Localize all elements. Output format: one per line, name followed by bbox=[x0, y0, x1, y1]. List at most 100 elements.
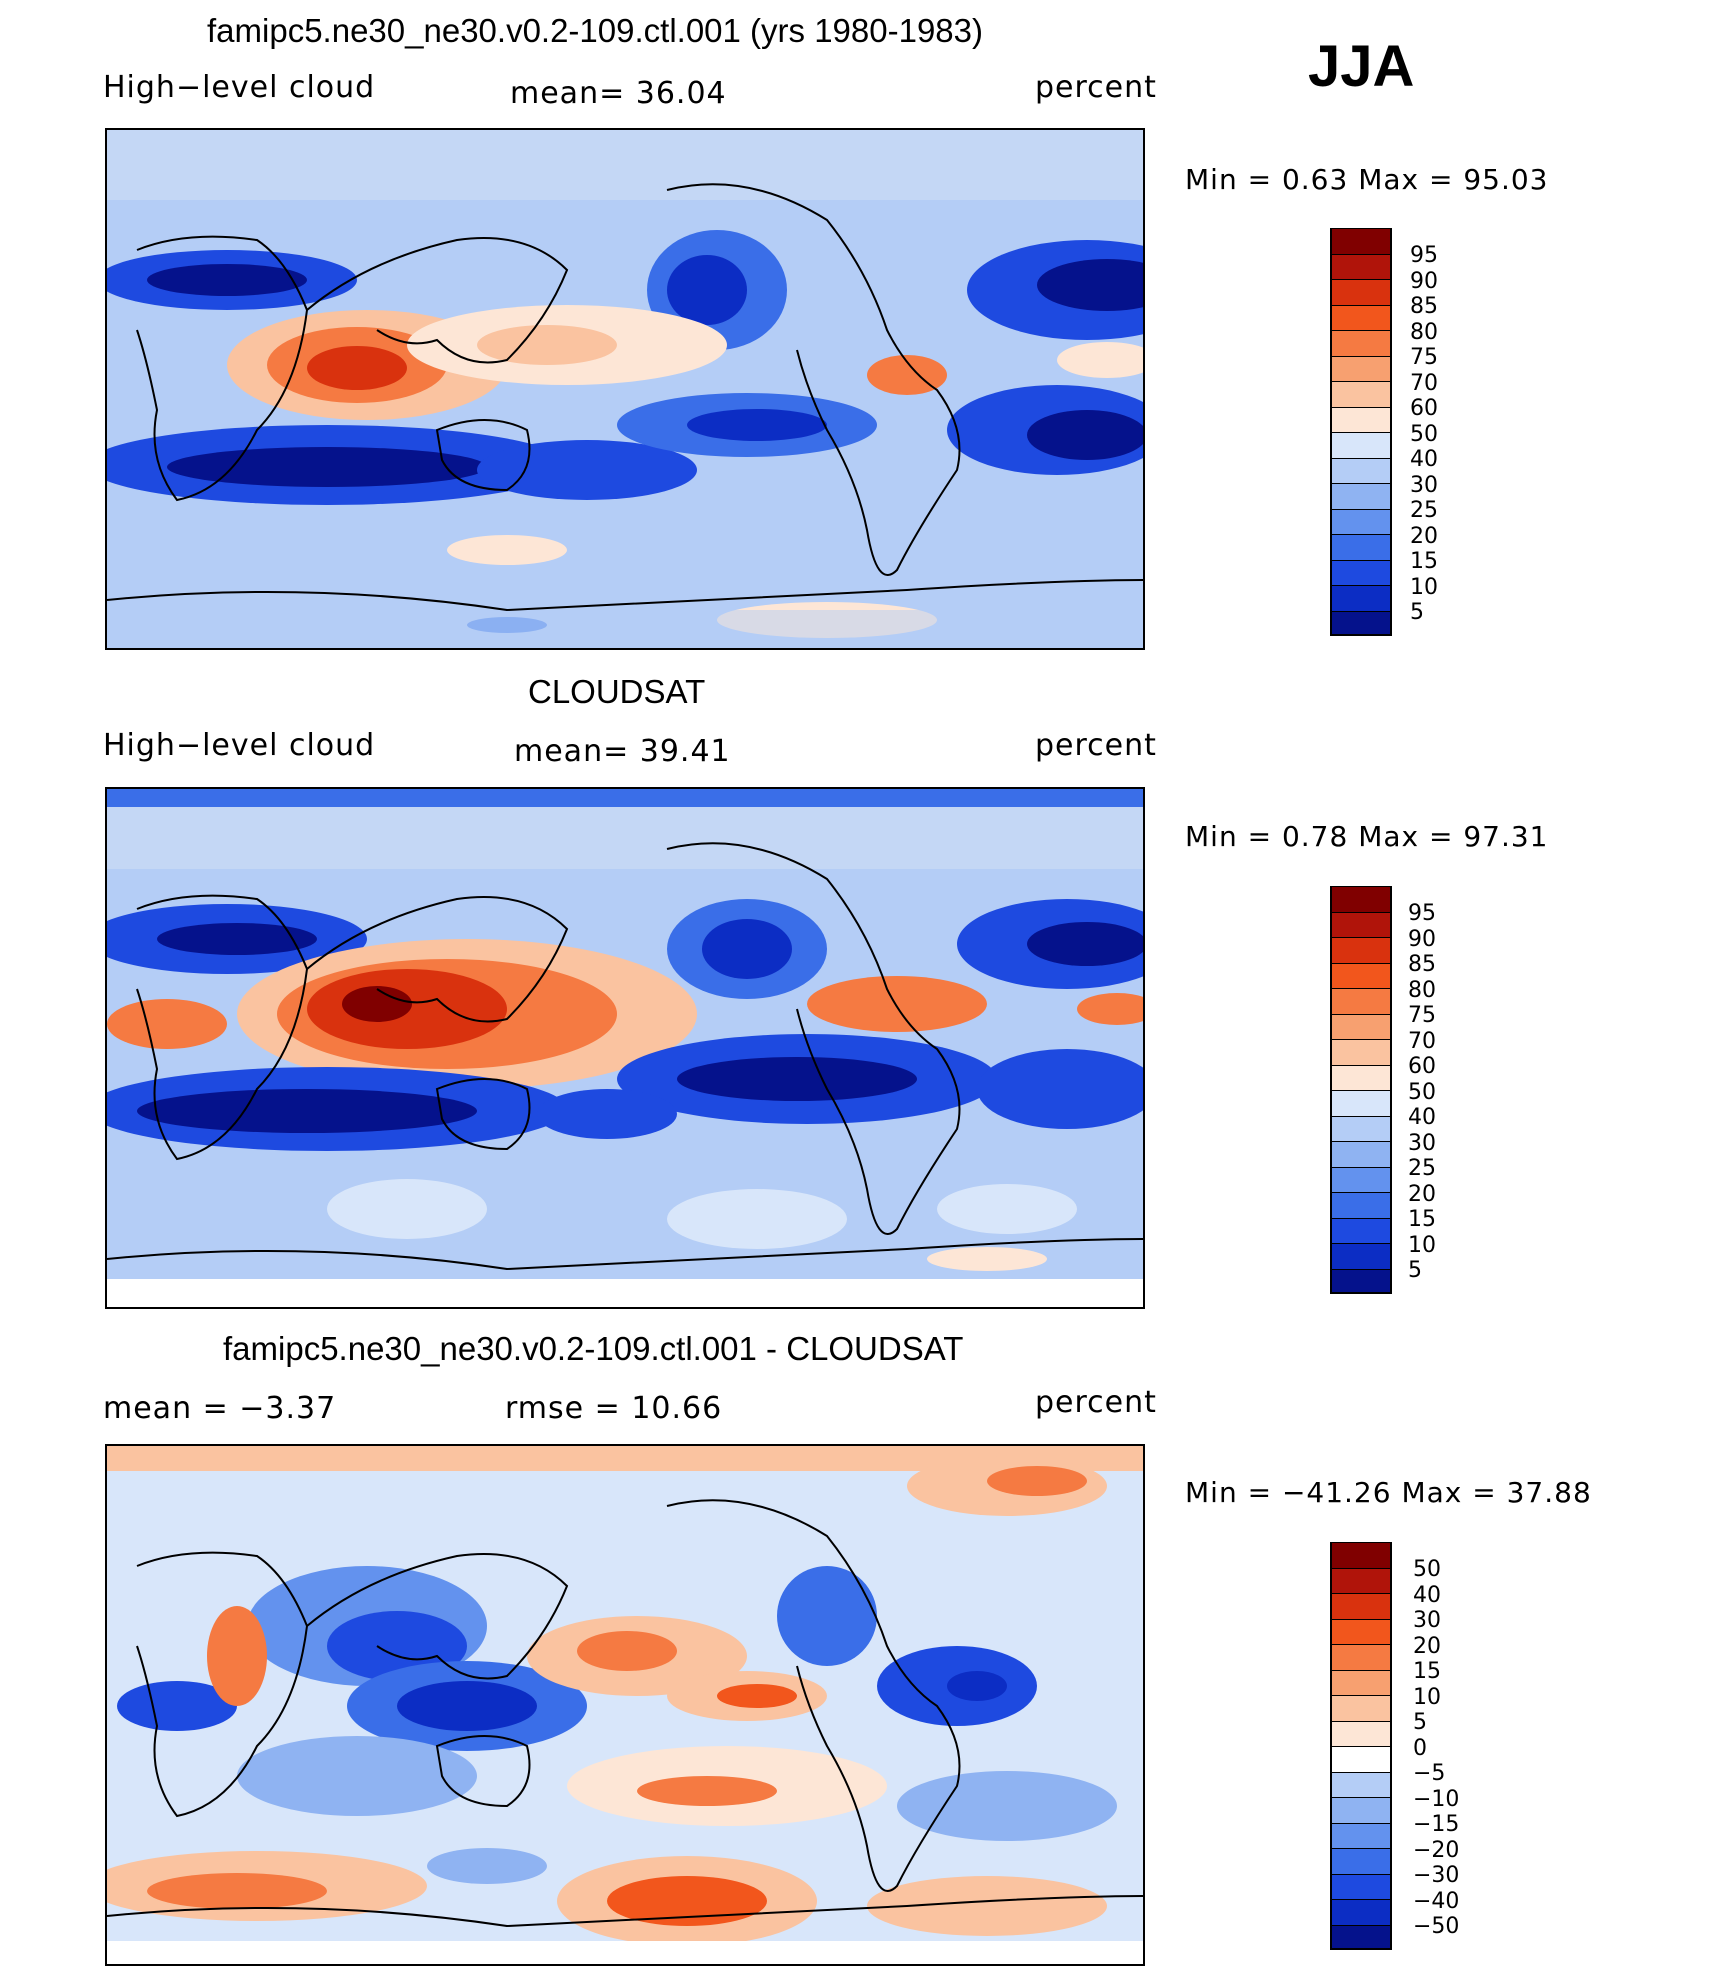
colorbar-swatch bbox=[1330, 1593, 1392, 1619]
colorbar-swatch bbox=[1330, 432, 1392, 458]
colorbar-tick-label: 40 bbox=[1408, 1105, 1436, 1130]
colorbar-swatch bbox=[1330, 559, 1392, 585]
colorbar-swatch bbox=[1330, 1873, 1392, 1899]
colorbar-swatch bbox=[1330, 1746, 1392, 1772]
colorbar-tick-label: 25 bbox=[1408, 1156, 1436, 1181]
colorbar-tick-label: 75 bbox=[1410, 345, 1438, 370]
panel3-minmax: Min = −41.26 Max = 37.88 bbox=[1185, 1476, 1592, 1509]
colorbar-tick-label: 10 bbox=[1413, 1684, 1441, 1710]
colorbar-tick-label: 20 bbox=[1408, 1181, 1436, 1207]
colorbar-tick-label: −30 bbox=[1413, 1863, 1460, 1888]
panel3-colorbar bbox=[1330, 1542, 1392, 1950]
colorbar-swatch bbox=[1330, 1822, 1392, 1848]
colorbar-swatch bbox=[1330, 483, 1392, 509]
colorbar-tick-label: 90 bbox=[1408, 926, 1436, 952]
colorbar-tick-label: 25 bbox=[1410, 498, 1438, 523]
colorbar-tick-label: 20 bbox=[1410, 523, 1438, 549]
colorbar-swatch bbox=[1330, 1192, 1392, 1218]
panel1-mean-label: mean= 36.04 bbox=[510, 76, 727, 111]
colorbar-swatch bbox=[1330, 253, 1392, 279]
colorbar-swatch bbox=[1330, 279, 1392, 305]
colorbar-swatch bbox=[1330, 330, 1392, 356]
colorbar-tick-label: 75 bbox=[1408, 1003, 1436, 1028]
colorbar-tick-label: 80 bbox=[1410, 319, 1438, 345]
colorbar-swatch bbox=[1330, 381, 1392, 407]
colorbar-swatch bbox=[1330, 1669, 1392, 1695]
colorbar-tick-label: −5 bbox=[1413, 1761, 1446, 1786]
colorbar-swatch bbox=[1330, 1899, 1392, 1925]
colorbar-swatch bbox=[1330, 1720, 1392, 1746]
panel1-units-label: percent bbox=[1035, 70, 1157, 105]
panel3-map bbox=[105, 1444, 1145, 1966]
panel3-rmse-label: rmse = 10.66 bbox=[505, 1391, 723, 1426]
panel2-map bbox=[105, 787, 1145, 1309]
colorbar-swatch bbox=[1330, 1141, 1392, 1167]
panel1-minmax: Min = 0.63 Max = 95.03 bbox=[1185, 163, 1549, 196]
panel3-units-label: percent bbox=[1035, 1385, 1157, 1420]
colorbar-swatch bbox=[1330, 1268, 1392, 1294]
colorbar-swatch bbox=[1330, 457, 1392, 483]
colorbar-tick-label: 50 bbox=[1413, 1557, 1441, 1582]
colorbar-tick-label: −15 bbox=[1413, 1812, 1460, 1837]
colorbar-tick-label: 40 bbox=[1413, 1582, 1441, 1608]
colorbar-tick-label: 85 bbox=[1410, 294, 1438, 319]
colorbar-swatch bbox=[1330, 1115, 1392, 1141]
colorbar-swatch bbox=[1330, 304, 1392, 330]
colorbar-tick-label: 15 bbox=[1410, 549, 1438, 574]
colorbar-tick-label: 90 bbox=[1410, 268, 1438, 294]
colorbar-tick-label: 85 bbox=[1408, 952, 1436, 977]
colorbar-swatch bbox=[1330, 1644, 1392, 1670]
colorbar-swatch bbox=[1330, 406, 1392, 432]
panel1-colorbar-boxes bbox=[1330, 228, 1392, 636]
colorbar-tick-label: 30 bbox=[1413, 1608, 1441, 1633]
colorbar-tick-label: 50 bbox=[1408, 1079, 1436, 1105]
colorbar-swatch bbox=[1330, 1039, 1392, 1065]
panel2-variable-label: High−level cloud bbox=[103, 728, 376, 763]
colorbar-swatch bbox=[1330, 1166, 1392, 1192]
colorbar-swatch bbox=[1330, 1567, 1392, 1593]
panel1-title: famipc5.ne30_ne30.v0.2-109.ctl.001 (yrs … bbox=[207, 12, 983, 49]
colorbar-tick-label: 60 bbox=[1408, 1054, 1436, 1079]
colorbar-swatch bbox=[1330, 228, 1392, 254]
colorbar-tick-label: 30 bbox=[1408, 1130, 1436, 1156]
panel3-contour-field bbox=[107, 1446, 1143, 1964]
colorbar-tick-label: 10 bbox=[1410, 574, 1438, 600]
season-label: JJA bbox=[1308, 34, 1415, 99]
panel2-colorbar bbox=[1330, 886, 1392, 1294]
panel2-minmax: Min = 0.78 Max = 97.31 bbox=[1185, 820, 1549, 853]
panel2-units-label: percent bbox=[1035, 728, 1157, 763]
colorbar-swatch bbox=[1330, 911, 1392, 937]
colorbar-swatch bbox=[1330, 1090, 1392, 1116]
colorbar-swatch bbox=[1330, 534, 1392, 560]
colorbar-swatch bbox=[1330, 937, 1392, 963]
colorbar-swatch bbox=[1330, 355, 1392, 381]
panel3-title: famipc5.ne30_ne30.v0.2-109.ctl.001 - CLO… bbox=[223, 1330, 964, 1367]
colorbar-tick-label: 70 bbox=[1410, 370, 1438, 396]
colorbar-swatch bbox=[1330, 1924, 1392, 1950]
colorbar-swatch bbox=[1330, 1771, 1392, 1797]
colorbar-tick-label: 95 bbox=[1410, 243, 1438, 268]
panel2-contour-field bbox=[107, 789, 1143, 1307]
colorbar-swatch bbox=[1330, 1064, 1392, 1090]
colorbar-tick-label: 0 bbox=[1413, 1735, 1427, 1761]
colorbar-swatch bbox=[1330, 962, 1392, 988]
colorbar-swatch bbox=[1330, 988, 1392, 1014]
colorbar-tick-label: 15 bbox=[1408, 1207, 1436, 1232]
panel1-variable-label: High−level cloud bbox=[103, 70, 376, 105]
panel1-contour-field bbox=[107, 130, 1143, 648]
colorbar-swatch bbox=[1330, 1542, 1392, 1568]
panel2-colorbar-boxes bbox=[1330, 886, 1392, 1294]
colorbar-tick-label: −50 bbox=[1413, 1914, 1460, 1939]
colorbar-tick-label: 15 bbox=[1413, 1659, 1441, 1684]
panel2-title: CLOUDSAT bbox=[528, 673, 706, 710]
colorbar-swatch bbox=[1330, 508, 1392, 534]
colorbar-tick-label: 60 bbox=[1410, 396, 1438, 421]
colorbar-swatch bbox=[1330, 886, 1392, 912]
colorbar-tick-label: −10 bbox=[1413, 1786, 1460, 1812]
colorbar-tick-label: 70 bbox=[1408, 1028, 1436, 1054]
colorbar-tick-label: 5 bbox=[1410, 600, 1424, 625]
colorbar-swatch bbox=[1330, 1618, 1392, 1644]
colorbar-swatch bbox=[1330, 1217, 1392, 1243]
colorbar-tick-label: 95 bbox=[1408, 901, 1436, 926]
colorbar-tick-label: 5 bbox=[1408, 1258, 1422, 1283]
